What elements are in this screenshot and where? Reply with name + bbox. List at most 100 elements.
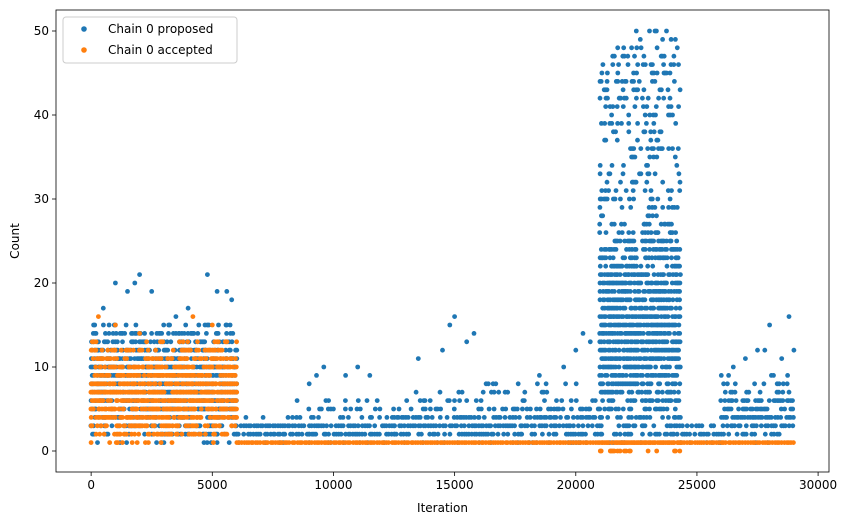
data-point [565,415,571,420]
data-point [635,121,640,126]
data-point [668,238,674,244]
data-point [600,213,606,219]
data-point [480,389,486,395]
data-point [647,389,652,395]
data-point [224,431,230,437]
data-point [773,423,778,429]
data-point [203,356,209,361]
data-point [677,289,682,294]
data-point [447,431,453,437]
data-point [150,356,156,361]
data-point [112,381,117,387]
data-point [115,339,120,345]
data-point [650,62,655,67]
data-point [286,440,292,445]
data-point [654,70,660,76]
data-point [604,79,610,84]
data-point [666,373,672,378]
data-point [419,431,424,437]
data-point [142,431,148,437]
data-point [148,339,153,345]
data-point [241,431,247,437]
data-point [627,448,633,454]
data-point [413,389,419,395]
data-point [633,305,639,311]
data-point [561,364,567,370]
data-point [386,440,391,445]
data-point [209,364,215,370]
data-point [660,205,666,210]
data-point [643,238,649,244]
data-point [634,45,640,51]
data-point [633,28,639,34]
data-point [204,364,210,370]
data-point [512,431,518,437]
data-point [282,431,288,437]
data-point [154,440,160,445]
data-point [667,364,672,370]
y-tick-label: 20 [34,276,49,290]
data-point [198,431,203,437]
data-point [606,440,611,445]
data-point [651,272,657,277]
data-point [620,87,626,93]
data-point [496,389,502,395]
data-point [184,356,190,361]
data-point [652,205,658,210]
data-point [220,398,226,403]
data-point [613,347,619,353]
data-point [677,305,683,311]
data-point [210,398,215,403]
data-point [711,423,717,429]
data-point [640,381,646,387]
data-point [602,406,608,412]
data-point [614,104,620,109]
data-point [606,381,611,387]
data-point [97,431,103,437]
data-point [635,62,641,67]
data-point [628,431,634,437]
data-point [786,389,792,395]
data-point [427,398,433,403]
data-point [580,423,586,429]
data-point [672,331,677,336]
data-point [178,406,184,412]
data-point [546,431,552,437]
data-point [454,423,460,429]
data-point [324,423,329,429]
legend-marker-proposed [81,26,87,32]
data-point [621,163,626,168]
data-point [493,381,499,387]
data-point [234,389,240,395]
x-tick-label: 0 [87,478,95,492]
data-point [364,398,370,403]
data-point [433,423,439,429]
data-point [234,406,239,412]
data-point [440,347,445,353]
data-point [144,339,150,345]
data-point [664,238,669,244]
data-point [328,440,333,445]
legend-label-proposed: Chain 0 proposed [108,22,213,36]
data-point [129,440,135,445]
data-point [367,373,373,378]
data-point [517,415,522,420]
data-point [642,112,648,118]
data-point [616,364,622,370]
data-point [610,255,616,261]
data-point [670,146,675,152]
data-point [559,398,565,403]
data-point [637,37,643,42]
data-point [217,423,222,429]
data-point [221,415,227,420]
y-axis-label: Count [8,223,22,259]
data-point [521,398,527,403]
data-point [603,263,609,269]
data-point [597,406,603,412]
data-point [340,423,346,429]
data-point [635,137,640,143]
data-point [779,356,785,361]
data-point [655,137,661,143]
data-point [260,415,266,420]
data-point [648,137,654,143]
